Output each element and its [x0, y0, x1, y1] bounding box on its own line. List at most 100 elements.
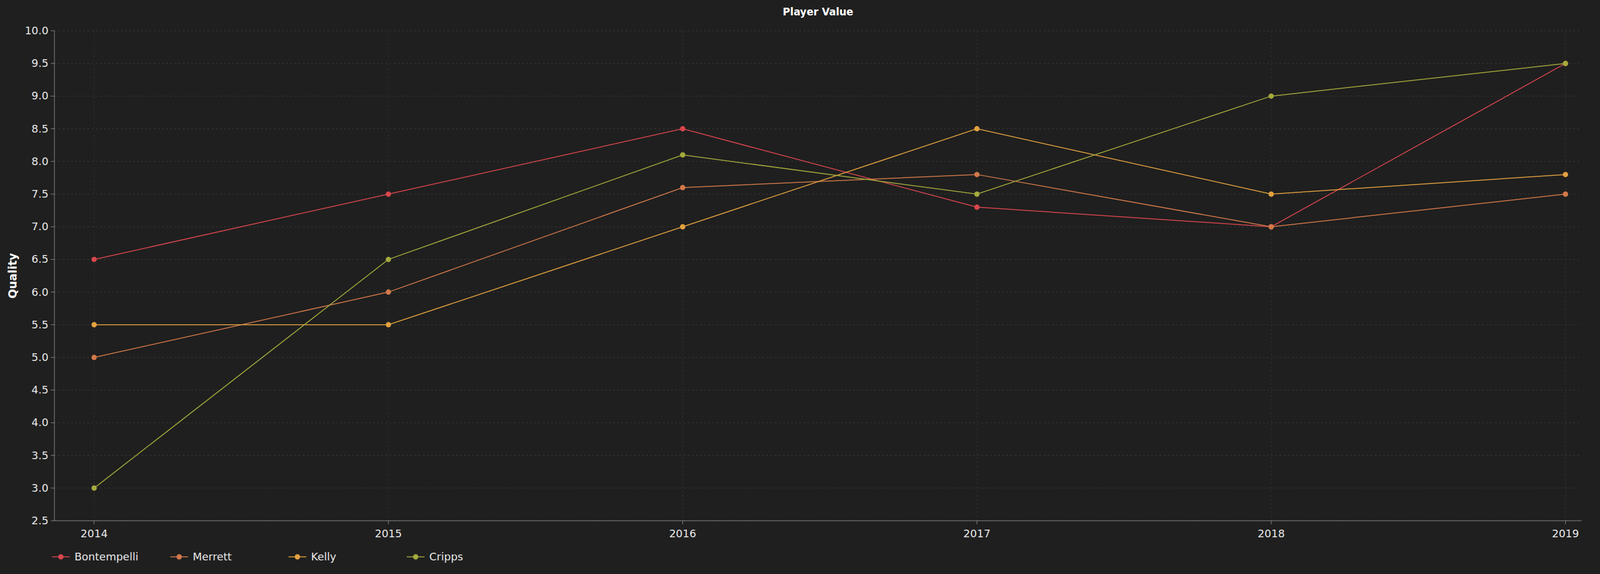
tick — [50, 30, 55, 32]
grid-line — [54, 258, 1582, 260]
grid-line — [54, 357, 1582, 358]
tick-label: 2015 — [374, 526, 403, 540]
point — [974, 171, 980, 177]
grid-line — [54, 95, 1582, 97]
legend-label: Merrett — [192, 549, 232, 563]
tick — [50, 226, 55, 228]
tick — [50, 258, 55, 260]
grid-line — [1270, 30, 1272, 521]
series-line — [94, 174, 1566, 358]
point — [385, 191, 391, 197]
tick — [50, 454, 55, 456]
tick — [50, 160, 55, 162]
grid-line — [54, 193, 1582, 195]
tick-label: 4.5 — [31, 383, 49, 396]
point — [1562, 171, 1569, 177]
axis-title: Quality — [5, 252, 19, 299]
point — [385, 256, 391, 262]
background — [0, 0, 1600, 574]
point — [1268, 191, 1274, 197]
tick — [94, 520, 95, 524]
grid-line — [682, 30, 683, 521]
chart: Player Value2.53.03.54.04.55.05.56.06.57… — [0, 0, 1600, 574]
point — [1268, 93, 1274, 99]
grid-line — [54, 487, 1582, 488]
legend-label: Cripps — [429, 549, 463, 563]
tick — [50, 389, 55, 391]
tick — [387, 520, 389, 524]
grid-line — [54, 291, 1582, 293]
tick-label: 2014 — [80, 526, 108, 540]
point — [679, 224, 686, 230]
tick — [50, 324, 55, 325]
grid-line — [94, 30, 95, 521]
grid-line — [54, 389, 1582, 391]
y-axis — [54, 30, 55, 521]
tick-label: 6.0 — [31, 285, 49, 299]
legend-marker — [58, 554, 64, 560]
point — [91, 256, 97, 262]
grid-line — [54, 454, 1582, 456]
tick-label: 5.0 — [31, 350, 49, 364]
tick-label: 8.0 — [31, 154, 49, 168]
tick-label: 2016 — [669, 526, 697, 540]
point — [1562, 60, 1569, 67]
tick — [50, 95, 55, 97]
plot-area — [91, 60, 1569, 491]
point — [974, 191, 980, 197]
tick — [976, 520, 978, 524]
tick — [50, 520, 55, 521]
tick — [1270, 520, 1272, 524]
point — [1562, 191, 1569, 197]
point — [1268, 224, 1274, 230]
point — [974, 125, 980, 132]
point — [385, 321, 391, 327]
tick — [50, 63, 55, 64]
tick — [50, 487, 55, 488]
tick-label: 10.0 — [24, 24, 49, 37]
grid-line — [54, 128, 1582, 129]
legend-label: Kelly — [311, 549, 337, 563]
tick — [50, 422, 55, 423]
point — [974, 204, 980, 210]
tick-label: 8.5 — [31, 122, 49, 135]
series-line — [94, 128, 1566, 325]
tick-label: 2019 — [1552, 526, 1580, 540]
legend-marker — [413, 554, 419, 560]
tick — [50, 291, 55, 293]
tick-label: 9.0 — [31, 89, 49, 102]
tick-label: 2017 — [963, 526, 991, 540]
tick-label: 7.5 — [31, 187, 49, 200]
tick — [50, 128, 55, 129]
legend-marker — [295, 554, 301, 560]
series-line — [94, 63, 1566, 259]
tick-label: 2.5 — [31, 513, 49, 527]
grid-line — [54, 520, 1582, 521]
x-axis — [54, 520, 1582, 521]
grid-line — [54, 30, 1582, 32]
legend-marker — [176, 554, 183, 560]
grid-line — [54, 63, 1582, 64]
tick — [50, 193, 55, 195]
tick-label: 4.0 — [31, 415, 49, 429]
grid-line — [387, 30, 389, 521]
tick-label: 3.5 — [31, 448, 49, 462]
tick — [682, 520, 683, 524]
tick-label: 5.5 — [31, 318, 49, 331]
legend-label: Bontempelli — [74, 549, 139, 563]
tick-label: 2018 — [1257, 526, 1285, 540]
point — [679, 125, 686, 132]
series-line — [94, 63, 1566, 488]
grid-line — [1565, 30, 1566, 521]
point — [91, 321, 97, 327]
tick — [50, 357, 55, 358]
tick-label: 9.5 — [31, 56, 49, 70]
grid-line — [54, 160, 1582, 162]
point — [385, 289, 391, 295]
tick-label: 7.0 — [31, 219, 49, 233]
point — [679, 151, 686, 158]
tick-label: 6.5 — [31, 252, 49, 265]
grid-line — [54, 422, 1582, 423]
grid-line — [54, 226, 1582, 228]
point — [679, 184, 686, 190]
